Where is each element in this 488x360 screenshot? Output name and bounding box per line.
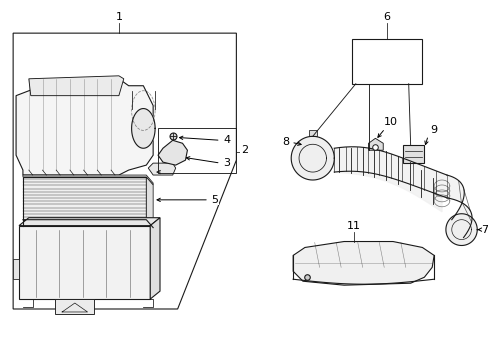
Bar: [351, 39, 422, 84]
Text: 2: 2: [240, 145, 247, 155]
Text: 7: 7: [481, 225, 488, 235]
Text: 9: 9: [430, 125, 437, 135]
Polygon shape: [23, 175, 153, 185]
Bar: [402, 145, 424, 163]
Polygon shape: [334, 147, 441, 212]
Polygon shape: [445, 214, 476, 246]
Polygon shape: [158, 140, 187, 165]
Text: 11: 11: [346, 221, 360, 231]
Text: 10: 10: [383, 117, 397, 127]
Polygon shape: [150, 218, 160, 299]
Text: 8: 8: [281, 137, 288, 147]
Polygon shape: [368, 138, 383, 150]
Polygon shape: [23, 177, 146, 220]
Text: 5: 5: [211, 195, 218, 205]
Bar: [308, 130, 316, 136]
Text: 4: 4: [223, 135, 230, 145]
Polygon shape: [334, 147, 446, 198]
Polygon shape: [146, 177, 153, 228]
Polygon shape: [13, 260, 19, 279]
Polygon shape: [291, 136, 334, 180]
Polygon shape: [293, 242, 433, 285]
Text: 1: 1: [115, 12, 122, 22]
Polygon shape: [148, 163, 175, 175]
Polygon shape: [19, 218, 160, 226]
Text: 6: 6: [383, 12, 390, 22]
Polygon shape: [446, 175, 471, 238]
Polygon shape: [19, 226, 150, 299]
Polygon shape: [55, 299, 94, 314]
Polygon shape: [131, 109, 155, 148]
Polygon shape: [29, 76, 123, 96]
Polygon shape: [16, 79, 153, 175]
Bar: [158, 129, 236, 173]
Text: 3: 3: [223, 158, 230, 168]
